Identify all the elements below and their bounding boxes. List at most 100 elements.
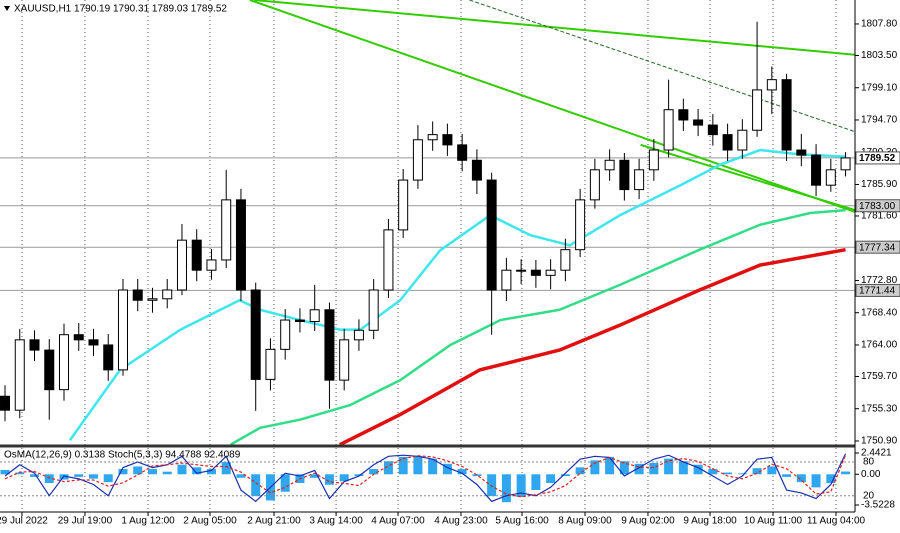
price-level-label: 1771.44 [859,286,896,297]
osma-bar [605,456,615,475]
candle-body [29,339,40,351]
stoch-tick-label: 80 [863,457,875,468]
y-tick-label: 1794.70 [861,115,898,126]
candle-body [634,169,645,191]
trendline [640,143,856,212]
osma-bar [44,474,54,484]
osma-bar [103,474,113,483]
x-tick-label: 3 Aug 14:00 [309,516,363,527]
osma-bar [88,474,98,479]
osma-bar [546,474,556,484]
candle-body [353,329,364,341]
candle-body [589,169,600,201]
x-tick-label: 5 Aug 16:00 [495,516,549,527]
osma-bar [634,463,644,475]
candle-body [176,239,187,291]
osma-bar [74,474,84,477]
candle-body [383,229,394,291]
y-tick-label: 1755.30 [861,403,898,414]
price-level-box [855,283,900,297]
osma-bar [737,473,747,475]
candle-body [132,289,143,301]
x-tick-label: 8 Aug 09:00 [558,516,612,527]
plot-layer [0,0,856,512]
y-tick-label: 1750.90 [861,436,898,447]
candle-body [103,344,114,371]
y-tick-label: 1772.80 [861,275,898,286]
osma-bar [162,471,172,475]
candle-body [752,89,763,131]
x-tick-label: 4 Aug 07:00 [371,516,425,527]
candle-body [604,159,615,171]
candle-body [44,349,55,391]
osma-bar [708,469,718,475]
y-tick-label: 1781.60 [861,211,898,222]
osma-bar [560,474,570,477]
candle-body [471,159,482,181]
candle-body [88,339,99,346]
y-tick-label: 1768.40 [861,307,898,318]
candle-body [339,339,350,381]
candle-body [530,269,541,276]
x-tick-label: 1 Aug 12:00 [121,516,175,527]
candle-body [457,144,468,161]
candle-body [722,134,733,151]
candle-body [545,269,556,276]
osma-bar [590,460,600,475]
osma-bar [192,467,202,475]
osma-bar [516,474,526,497]
osma-bar [15,472,25,475]
moving-average [68,148,846,441]
osma-bar [487,474,497,497]
osma-bar [177,464,187,475]
osma-bar [457,469,467,475]
osma-bar [649,462,659,475]
candle-body [0,395,11,411]
y-tick-label: 1764.00 [861,340,898,351]
candle-body [442,134,453,146]
osma-bar [575,467,585,475]
osma-bar [693,464,703,475]
candle-body [648,149,659,171]
y-tick-label: 1803.50 [861,50,898,61]
osma-bar [0,469,10,475]
osma-bar [147,469,157,475]
x-tick-label: 9 Aug 02:00 [621,516,675,527]
candle-body [678,109,689,121]
oscillator-title: OsMA(12,26,9) 0.3138 Stoch(5,3,3) 94.478… [4,450,241,461]
x-tick-label: 10 Aug 11:00 [744,516,803,527]
candle-body [737,129,748,151]
candle-body [707,124,718,136]
osma-bar [782,474,792,477]
candle-body [117,289,128,371]
candle-body [825,169,836,186]
osma-bar [251,474,261,497]
candle-body [368,289,379,331]
x-tick-label: 29 Jul 2022 [0,516,48,527]
osma-bar [796,474,806,483]
osma-bar [206,469,216,475]
osma-bar [383,461,393,475]
chart-title: XAUUSD,H1 1790.19 1790.31 1789.03 1789.5… [14,4,227,15]
candle-body [693,119,704,126]
candle-body [14,339,25,411]
candle-body [619,159,630,191]
candle-body [294,319,305,323]
x-tick-label: 9 Aug 18:00 [683,516,737,527]
candle-body [58,334,69,391]
candle-body [427,134,438,141]
osma-bar [30,474,40,477]
candle-body [575,199,586,251]
osma-bar [678,461,688,475]
osma-bar [767,466,777,475]
candle-body [796,149,807,156]
osma-bar [752,468,762,475]
osma-bar [339,474,349,482]
candle-body [811,154,822,186]
candle-body [486,179,497,291]
osma-bar [236,474,246,478]
y-tick-label: 1799.10 [861,82,898,93]
stoch-tick-label: 20 [863,490,875,501]
